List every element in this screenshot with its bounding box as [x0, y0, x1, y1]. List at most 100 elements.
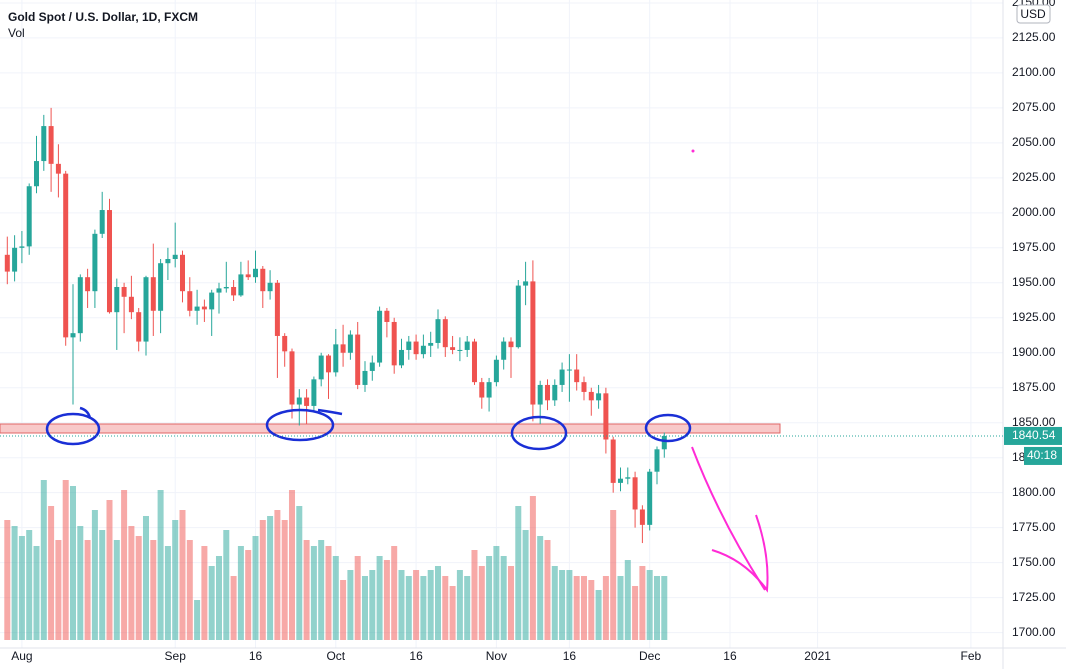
candle-body [501, 341, 507, 360]
candle-body [179, 254, 185, 292]
volume-bar [84, 540, 91, 640]
volume-bar [420, 576, 427, 640]
volume-bar [4, 520, 11, 640]
volume-bar [62, 480, 69, 640]
volume-bar [507, 566, 514, 640]
currency[interactable]: USD [1020, 7, 1046, 21]
volume-bar [194, 600, 201, 640]
candle-body [70, 333, 76, 338]
candle-body [114, 286, 120, 313]
candle-body [581, 382, 587, 392]
candle-body [92, 233, 98, 292]
volume-bar [332, 556, 339, 640]
x-tick-label: Nov [486, 649, 507, 663]
circle [45, 412, 101, 446]
volume-bar [661, 576, 668, 640]
volume-bar [230, 576, 237, 640]
volume-bar [537, 536, 544, 640]
candle-body [311, 379, 317, 406]
volume-bar [427, 570, 434, 640]
candle-body [19, 246, 25, 248]
candle-body [647, 471, 653, 525]
x-tick-label: Feb [961, 649, 982, 663]
candle-body [172, 254, 178, 260]
x-tick-label: Oct [326, 649, 345, 663]
candle-body [398, 349, 404, 366]
candle-body [596, 393, 602, 401]
y-tick-label: 2050.00 [1012, 135, 1056, 149]
y-tick-label: 1975.00 [1012, 240, 1056, 254]
candle-body [603, 393, 609, 440]
candle-body [106, 210, 112, 313]
volume-bar [434, 566, 441, 640]
volume-bar [646, 570, 653, 640]
volume-bar [471, 550, 478, 640]
volume-bar [573, 576, 580, 640]
candle-body [442, 319, 448, 348]
volume-bar [580, 576, 587, 640]
volume-bar [347, 570, 354, 640]
volume-bar [296, 506, 303, 640]
volume-bar [164, 546, 171, 640]
candle-body [85, 277, 91, 292]
candle-body [282, 335, 288, 352]
candle-body [238, 274, 244, 296]
volume-bar [113, 540, 120, 640]
candle-body [26, 186, 32, 247]
volume-bar [383, 560, 390, 640]
volume-bar [26, 530, 33, 640]
volume-bar [77, 526, 84, 640]
y-tick-label: 1775.00 [1012, 520, 1056, 534]
candle-body [209, 292, 215, 310]
y-tick-label: 1725.00 [1012, 590, 1056, 604]
x-tick-label: 16 [723, 649, 737, 663]
x-tick-label: 16 [249, 649, 263, 663]
volume-bar [69, 486, 76, 640]
volume-bar [486, 556, 493, 640]
volume-bar [274, 510, 281, 640]
volume-bar [522, 530, 529, 640]
candle-body [639, 509, 645, 525]
candle-body [48, 126, 54, 164]
volume-bar [544, 540, 551, 640]
candle-body [384, 310, 390, 322]
volume-bar [449, 586, 456, 640]
candle-body [150, 277, 156, 311]
volume-bar [281, 520, 288, 640]
volume-bar [128, 526, 135, 640]
arrow [691, 446, 769, 593]
candle-body [471, 341, 477, 383]
volume-bar [413, 570, 420, 640]
volume-bar [48, 506, 55, 640]
volume-bar [369, 570, 376, 640]
candle-body [325, 355, 331, 373]
last-price-label: 1840.54 [1012, 428, 1056, 442]
candle-body [552, 384, 558, 401]
volume-bar [121, 490, 128, 640]
y-tick-label: 1850.00 [1012, 415, 1056, 429]
volume-bar [142, 516, 149, 640]
candle-body [574, 369, 580, 383]
candle-body [661, 435, 667, 450]
volume-bar [500, 556, 507, 640]
candle-body [450, 347, 456, 350]
candle-body [362, 370, 368, 385]
candle-body [391, 321, 397, 366]
candle-body [201, 306, 207, 310]
candle-body [289, 351, 295, 405]
y-tick-label: 1750.00 [1012, 555, 1056, 569]
volume-bar [186, 540, 193, 640]
volume-bar [150, 540, 157, 640]
y-tick-label: 1900.00 [1012, 345, 1056, 359]
volume-bar [11, 526, 18, 640]
candle-body [428, 342, 434, 346]
candle-body [508, 341, 514, 348]
y-tick-label: 1700.00 [1012, 625, 1056, 639]
candle-body [245, 274, 251, 278]
volume-label: Vol [8, 26, 25, 40]
y-tick-label: 1925.00 [1012, 310, 1056, 324]
currency-box[interactable] [1016, 4, 1051, 24]
candle-body [347, 334, 353, 353]
